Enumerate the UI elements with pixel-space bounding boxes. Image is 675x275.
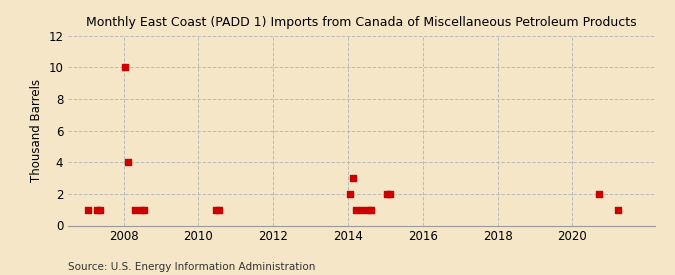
Point [593,192,604,196]
Point [119,65,130,70]
Point [350,207,361,212]
Point [344,192,355,196]
Point [123,160,134,164]
Point [356,207,367,212]
Text: Source: U.S. Energy Information Administration: Source: U.S. Energy Information Administ… [68,262,315,272]
Title: Monthly East Coast (PADD 1) Imports from Canada of Miscellaneous Petroleum Produ: Monthly East Coast (PADD 1) Imports from… [86,16,637,29]
Point [381,192,392,196]
Point [612,207,623,212]
Point [210,207,221,212]
Point [95,207,105,212]
Point [385,192,396,196]
Point [213,207,224,212]
Point [363,207,374,212]
Point [92,207,103,212]
Point [129,207,140,212]
Point [136,207,146,212]
Y-axis label: Thousand Barrels: Thousand Barrels [30,79,43,182]
Point [82,207,93,212]
Point [138,207,149,212]
Point [348,176,358,180]
Point [366,207,377,212]
